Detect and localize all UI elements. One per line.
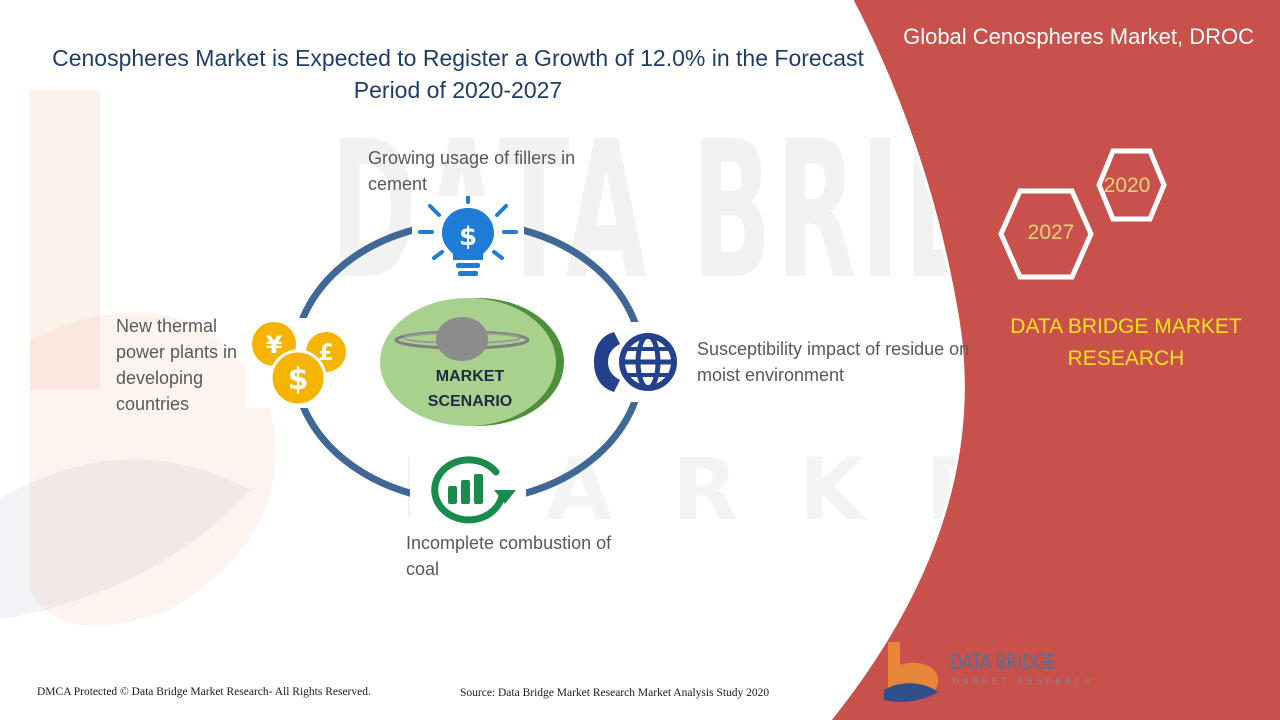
node-top-label: Growing usage of fillers in cement bbox=[368, 148, 576, 194]
year-hexagons bbox=[998, 148, 1167, 280]
svg-text:$: $ bbox=[459, 222, 477, 252]
growth-chart-icon bbox=[410, 450, 526, 530]
phone-globe-icon bbox=[584, 322, 694, 402]
market-scenario-globe bbox=[380, 298, 564, 426]
year-end-label: 2027 bbox=[1027, 221, 1075, 244]
droc-heading: Global Cenospheres Market, DROC bbox=[903, 24, 1254, 49]
brand-name: DATA BRIDGE MARKET RESEARCH bbox=[1010, 315, 1242, 370]
logo-wordmark: DATA BRIDGE bbox=[950, 650, 1057, 674]
svg-text:£: £ bbox=[318, 341, 333, 366]
year-start-label: 2020 bbox=[1103, 174, 1151, 197]
svg-text:$: $ bbox=[288, 362, 309, 397]
node-left-label: New thermal power plants in developing c… bbox=[116, 316, 238, 414]
node-right-label: Susceptibility impact of residue on mois… bbox=[697, 339, 970, 385]
svg-text:¥: ¥ bbox=[266, 331, 283, 359]
source-note: Source: Data Bridge Market Research Mark… bbox=[460, 687, 770, 699]
currency-coins-icon: ¥ £ $ bbox=[246, 318, 356, 408]
copyright-notice: DMCA Protected © Data Bridge Market Rese… bbox=[37, 686, 371, 698]
node-bottom-label: Incomplete combustion of coal bbox=[406, 533, 612, 579]
center-label: MARKET SCENARIO bbox=[427, 368, 513, 410]
lightbulb-dollar-icon: $ bbox=[412, 196, 524, 284]
logo-tagline: MARKET RESEARCH bbox=[952, 677, 1095, 686]
data-bridge-logo-icon bbox=[884, 642, 939, 702]
page-title: Cenospheres Market is Expected to Regist… bbox=[52, 45, 864, 103]
